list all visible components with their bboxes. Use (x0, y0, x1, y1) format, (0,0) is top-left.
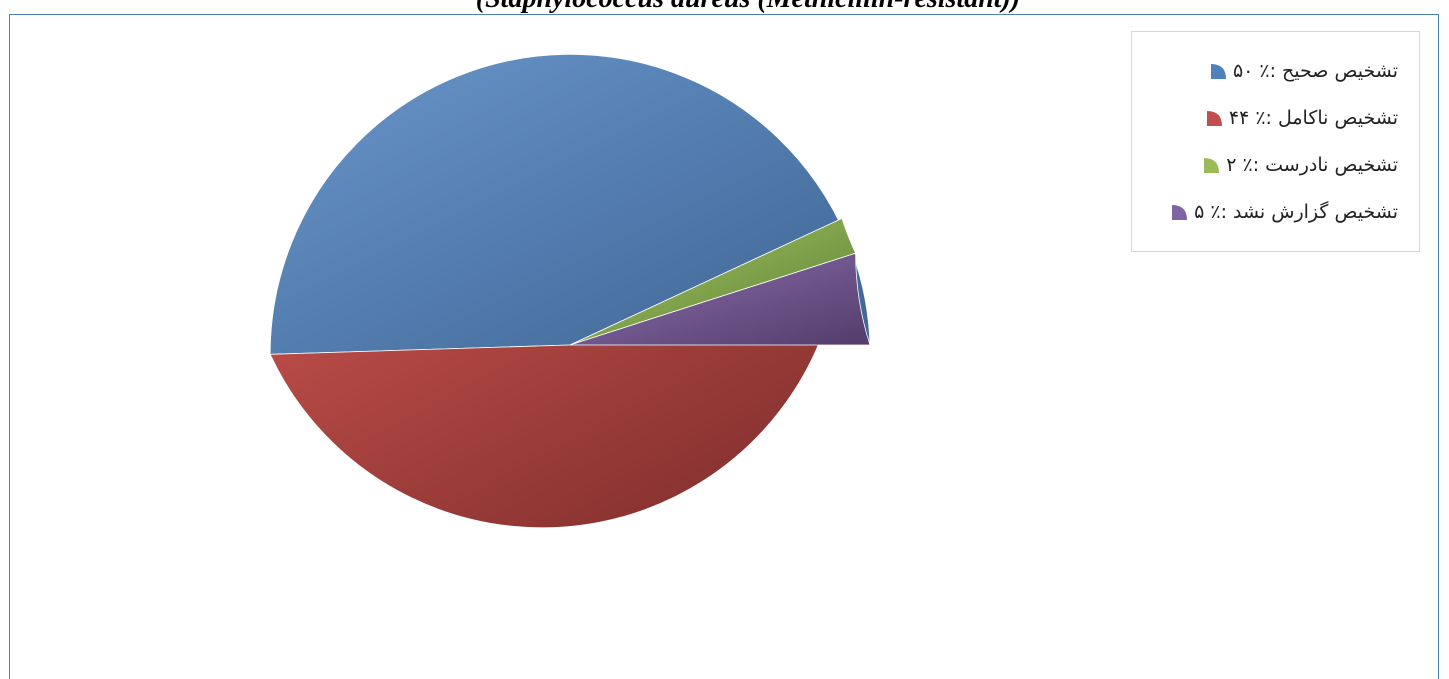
legend-item: تشخیص نادرست :٪ ۲ (1132, 153, 1398, 200)
legend-label: تشخیص گزارش نشد :٪ ۵ (1194, 201, 1398, 223)
legend-swatch-icon (1210, 64, 1226, 79)
chart-caption: (Staphylococcus aureus (Methicillin-resi… (368, 0, 1128, 16)
legend-item: تشخیص ناکامل :٪ ۴۴ (1132, 106, 1398, 153)
pie-slices (269, 53, 871, 529)
legend-item: تشخیص صحیح :٪ ۵۰ (1132, 59, 1398, 106)
legend-label: تشخیص ناکامل :٪ ۴۴ (1228, 107, 1398, 129)
legend-label: تشخیص نادرست :٪ ۲ (1226, 154, 1398, 176)
legend-swatch-icon (1204, 158, 1220, 173)
chart-legend: تشخیص صحیح :٪ ۵۰ تشخیص ناکامل :٪ ۴۴ تشخی… (1131, 31, 1420, 252)
legend-swatch-icon (1172, 205, 1188, 220)
pie-slice (569, 252, 871, 346)
legend-swatch-icon (1206, 111, 1222, 126)
legend-label: تشخیص صحیح :٪ ۵۰ (1232, 60, 1398, 82)
legend-item: تشخیص گزارش نشد :٪ ۵ (1132, 200, 1398, 247)
